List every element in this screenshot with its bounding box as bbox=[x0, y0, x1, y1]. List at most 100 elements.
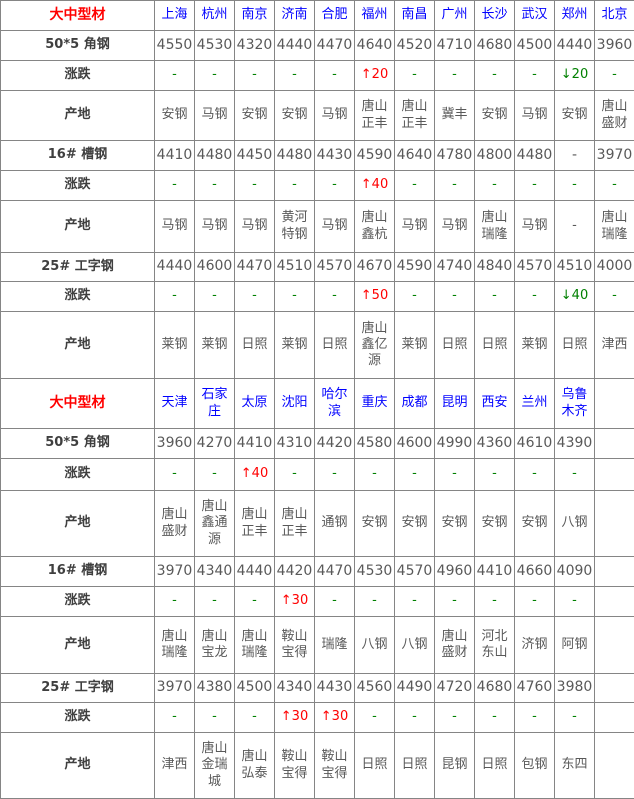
city-header-cell[interactable]: 天津 bbox=[155, 379, 195, 429]
price-cell: - bbox=[555, 141, 595, 171]
change-cell: - bbox=[195, 587, 235, 617]
city-header-cell[interactable]: 石家庄 bbox=[195, 379, 235, 429]
city-header-cell[interactable]: 哈尔滨 bbox=[315, 379, 355, 429]
city-header-cell[interactable]: 合肥 bbox=[315, 1, 355, 31]
city-header-cell[interactable]: 长沙 bbox=[475, 1, 515, 31]
city-header-cell[interactable]: 南京 bbox=[235, 1, 275, 31]
change-cell: - bbox=[515, 587, 555, 617]
change-cell: - bbox=[355, 459, 395, 491]
city-header-cell[interactable]: 广州 bbox=[435, 1, 475, 31]
change-cell: - bbox=[435, 459, 475, 491]
price-cell: 4430 bbox=[315, 141, 355, 171]
price-cell: 4840 bbox=[475, 253, 515, 282]
city-header-cell[interactable]: 武汉 bbox=[515, 1, 555, 31]
price-cell: 4780 bbox=[435, 141, 475, 171]
origin-cell: 包钢 bbox=[515, 733, 555, 799]
change-cell: - bbox=[515, 459, 555, 491]
product-name-cell: 50*5 角钢 bbox=[1, 31, 155, 61]
product-name-cell: 25# 工字钢 bbox=[1, 674, 155, 703]
city-header-cell[interactable]: 沈阳 bbox=[275, 379, 315, 429]
change-cell: ↑30 bbox=[315, 703, 355, 733]
origin-cell: 安钢 bbox=[235, 91, 275, 141]
change-cell: - bbox=[395, 282, 435, 312]
table-row: 产地安钢马钢安钢安钢马钢唐山正丰唐山正丰冀丰安钢马钢安钢唐山盛财 bbox=[1, 91, 634, 141]
origin-cell: 日照 bbox=[475, 312, 515, 379]
city-header-cell[interactable]: 北京 bbox=[595, 1, 634, 31]
city-header-cell[interactable]: 杭州 bbox=[195, 1, 235, 31]
origin-cell: 唐山正丰 bbox=[355, 91, 395, 141]
city-header-cell[interactable]: 兰州 bbox=[515, 379, 555, 429]
city-header-cell[interactable]: 南昌 bbox=[395, 1, 435, 31]
city-header-cell[interactable]: 重庆 bbox=[355, 379, 395, 429]
price-cell: 3960 bbox=[155, 429, 195, 459]
price-cell: 4480 bbox=[195, 141, 235, 171]
price-cell: 4760 bbox=[515, 674, 555, 703]
change-cell: - bbox=[315, 587, 355, 617]
product-name-cell: 16# 槽钢 bbox=[1, 557, 155, 587]
change-cell: ↑30 bbox=[275, 703, 315, 733]
empty-cell bbox=[595, 429, 634, 459]
origin-cell: 唐山瑞隆 bbox=[155, 617, 195, 674]
origin-row-label-cell: 产地 bbox=[1, 491, 155, 557]
change-cell: - bbox=[235, 703, 275, 733]
change-cell: - bbox=[475, 171, 515, 201]
price-cell: 4430 bbox=[315, 674, 355, 703]
city-header-cell[interactable]: 郑州 bbox=[555, 1, 595, 31]
price-cell: 4570 bbox=[315, 253, 355, 282]
product-name-cell: 16# 槽钢 bbox=[1, 141, 155, 171]
change-cell: - bbox=[555, 703, 595, 733]
origin-cell: 冀丰 bbox=[435, 91, 475, 141]
table-row: 涨跌---↑30↑30------ bbox=[1, 703, 634, 733]
origin-cell: 东四 bbox=[555, 733, 595, 799]
price-cell: 4390 bbox=[555, 429, 595, 459]
change-cell: - bbox=[275, 459, 315, 491]
city-header-cell[interactable]: 济南 bbox=[275, 1, 315, 31]
empty-cell bbox=[595, 379, 634, 429]
price-cell: 4000 bbox=[595, 253, 634, 282]
change-cell: - bbox=[235, 282, 275, 312]
change-cell: - bbox=[515, 171, 555, 201]
price-cell: 4590 bbox=[395, 253, 435, 282]
change-cell: - bbox=[395, 703, 435, 733]
city-header-cell[interactable]: 太原 bbox=[235, 379, 275, 429]
change-row-label-cell: 涨跌 bbox=[1, 459, 155, 491]
origin-cell: 唐山正丰 bbox=[275, 491, 315, 557]
origin-cell: 马钢 bbox=[315, 201, 355, 253]
change-cell: - bbox=[435, 703, 475, 733]
price-cell: 4410 bbox=[475, 557, 515, 587]
change-cell: - bbox=[275, 61, 315, 91]
change-cell: - bbox=[195, 171, 235, 201]
origin-cell: 日照 bbox=[435, 312, 475, 379]
change-cell: ↑40 bbox=[235, 459, 275, 491]
change-cell: - bbox=[475, 587, 515, 617]
origin-cell: 马钢 bbox=[315, 91, 355, 141]
change-cell: - bbox=[555, 171, 595, 201]
empty-cell bbox=[595, 459, 634, 491]
city-header-cell[interactable]: 西安 bbox=[475, 379, 515, 429]
table-row: 大中型材上海杭州南京济南合肥福州南昌广州长沙武汉郑州北京 bbox=[1, 1, 634, 31]
table-row: 涨跌-----↑40------ bbox=[1, 171, 634, 201]
origin-cell: 河北东山 bbox=[475, 617, 515, 674]
change-cell: ↑40 bbox=[355, 171, 395, 201]
price-cell: 4570 bbox=[515, 253, 555, 282]
city-header-cell[interactable]: 上海 bbox=[155, 1, 195, 31]
empty-cell bbox=[595, 674, 634, 703]
city-header-cell[interactable]: 乌鲁木齐 bbox=[555, 379, 595, 429]
city-header-cell[interactable]: 福州 bbox=[355, 1, 395, 31]
city-header-cell[interactable]: 昆明 bbox=[435, 379, 475, 429]
change-cell: ↓20 bbox=[555, 61, 595, 91]
empty-cell bbox=[595, 491, 634, 557]
origin-cell: 唐山正丰 bbox=[395, 91, 435, 141]
city-header-cell[interactable]: 成都 bbox=[395, 379, 435, 429]
origin-cell: - bbox=[555, 201, 595, 253]
change-cell: - bbox=[555, 587, 595, 617]
empty-cell bbox=[595, 617, 634, 674]
origin-cell: 马钢 bbox=[515, 201, 555, 253]
table-row: 产地唐山盛财唐山鑫通源唐山正丰唐山正丰通钢安钢安钢安钢安钢安钢八钢 bbox=[1, 491, 634, 557]
price-cell: 4610 bbox=[515, 429, 555, 459]
price-cell: 4640 bbox=[395, 141, 435, 171]
